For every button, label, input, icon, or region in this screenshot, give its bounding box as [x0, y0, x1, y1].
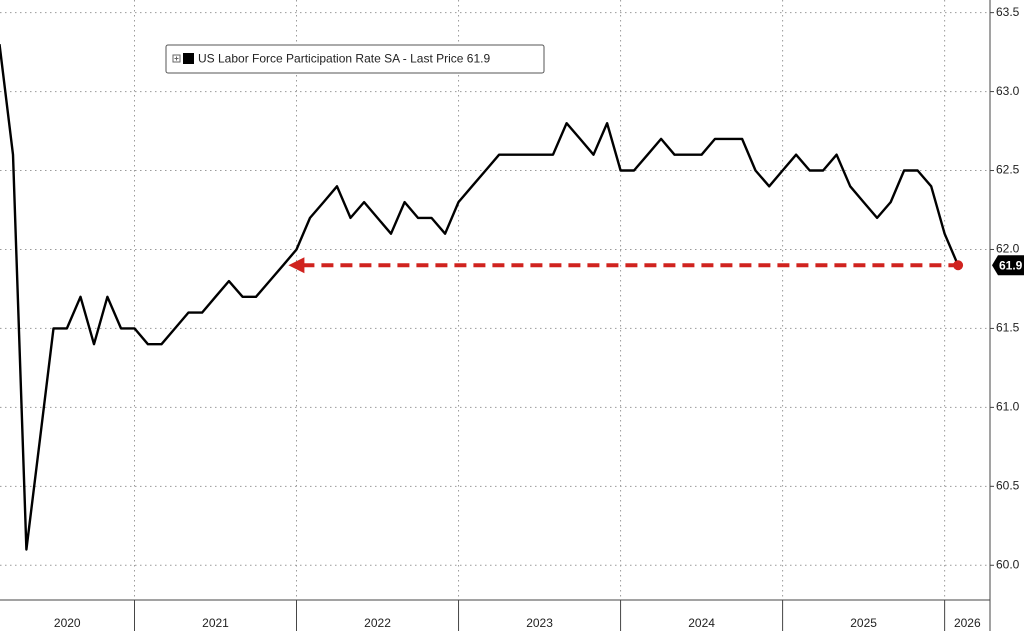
last-price-box — [992, 255, 1024, 276]
y-tick-label: 63.0 — [996, 84, 1020, 98]
legend-label: US Labor Force Participation Rate SA - L… — [198, 52, 490, 66]
data-line — [0, 44, 960, 551]
y-tick-label: 61.5 — [996, 321, 1020, 335]
x-tick-label: 2023 — [526, 616, 553, 630]
y-tick-label: 60.0 — [996, 557, 1020, 571]
x-tick-label: 2021 — [202, 616, 229, 630]
legend: US Labor Force Participation Rate SA - L… — [165, 44, 545, 74]
x-tick-label: 2020 — [54, 616, 81, 630]
last-price-label: 61.9 — [999, 258, 1023, 272]
y-tick-label: 61.0 — [996, 400, 1020, 414]
x-tick-label: 2024 — [688, 616, 715, 630]
x-tick-label: 2025 — [850, 616, 877, 630]
x-tick-label: 2022 — [364, 616, 391, 630]
arrow-head — [288, 257, 305, 274]
y-tick-label: 60.5 — [996, 478, 1020, 492]
legend-box — [165, 44, 545, 74]
y-tick-label: 63.5 — [996, 5, 1020, 19]
x-tick-label: 2026 — [954, 616, 981, 630]
legend-swatch — [183, 53, 194, 64]
y-tick-label: 62.5 — [996, 163, 1020, 177]
legend-toggle-plus — [174, 56, 179, 61]
arrow-end-dot — [953, 260, 964, 271]
y-tick-label: 62.0 — [996, 242, 1020, 256]
